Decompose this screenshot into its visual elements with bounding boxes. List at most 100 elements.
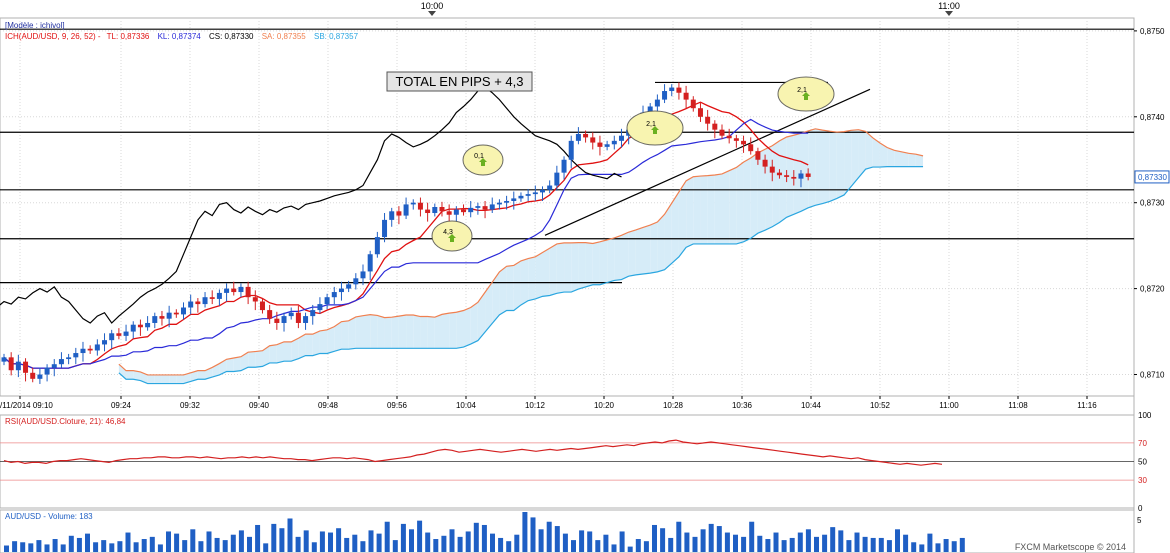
candle-body: [425, 209, 431, 214]
cloud-segment: [700, 175, 708, 244]
cloud-segment: [377, 315, 385, 349]
signal-label: 2,1: [797, 87, 807, 94]
y-tick-label: 0,8740: [1140, 113, 1165, 122]
candle-body: [669, 87, 675, 92]
volume-bar: [93, 542, 99, 552]
x-tick-label: 12/11/2014 09:10: [0, 401, 53, 410]
candle-body: [504, 200, 510, 203]
support-resistance-lines: [0, 28, 1134, 284]
cloud-segment: [312, 330, 320, 356]
volume-bar: [724, 532, 730, 552]
rsi-tick-label: 30: [1138, 476, 1147, 485]
candle-body: [102, 340, 108, 345]
cloud-segment: [492, 271, 500, 324]
candle-body: [403, 204, 409, 216]
candle-body: [755, 151, 761, 160]
cloud-segment: [197, 370, 206, 380]
cloud-segment: [836, 131, 845, 199]
volume-bar: [85, 533, 90, 552]
cloud-segment: [678, 180, 687, 257]
volume-bar: [805, 529, 811, 552]
cloud-segment: [133, 370, 141, 381]
cloud-segment: [851, 129, 859, 187]
cloud-segment: [485, 282, 493, 332]
candle-body: [662, 91, 668, 100]
volume-bar: [919, 544, 925, 552]
volume-bar: [376, 533, 382, 552]
volume-bar: [279, 528, 285, 552]
volume-bar: [927, 533, 933, 552]
volume-bar: [182, 540, 188, 552]
cloud-segment: [786, 135, 794, 218]
cloud-segment: [291, 338, 299, 362]
candle-body: [295, 312, 301, 323]
candle-body: [547, 185, 553, 190]
candle-body: [231, 288, 237, 293]
rsi-axis: 100 70 50 30 0: [1138, 411, 1152, 513]
x-tick-label: 10:04: [456, 401, 477, 410]
signal-label: 0,1: [474, 153, 484, 160]
volume-bar: [109, 543, 115, 552]
ichimoku-cloud: [118, 128, 924, 384]
candle-body: [590, 137, 596, 143]
rsi-indicator: RSI(AUD/USD.Cloture, 21): 46,84: [0, 417, 1134, 481]
volume-bar: [190, 529, 196, 552]
time-header: 10:00 11:00: [421, 1, 960, 16]
candle-body: [461, 209, 467, 213]
candle-body: [496, 202, 502, 205]
cloud-segment: [154, 374, 162, 384]
volume-bar: [700, 529, 706, 552]
candle-body: [30, 372, 36, 379]
cloud-segment: [772, 140, 780, 227]
volume-bar: [457, 536, 463, 552]
senkou-b-line: [118, 166, 924, 385]
candle-body: [468, 207, 474, 213]
candle-body: [697, 108, 703, 117]
rsi-label: RSI(AUD/USD.Cloture, 21): 46,84: [5, 417, 126, 426]
candle-body: [791, 176, 797, 179]
volume-bar: [392, 540, 398, 552]
candle-body: [288, 312, 294, 317]
cloud-segment: [413, 315, 421, 349]
candle-body: [338, 288, 344, 293]
volume-bar: [749, 521, 755, 552]
cloud-segment: [276, 341, 285, 363]
cloud-segment: [815, 128, 823, 206]
volume-bar: [141, 539, 147, 552]
signal-label: 2,1: [646, 121, 656, 128]
cloud-segment: [255, 350, 263, 368]
candle-body: [87, 348, 93, 351]
rsi-line: [3, 439, 943, 466]
volume-bar: [886, 540, 892, 552]
candle-body: [317, 304, 323, 311]
volume-bar: [684, 532, 690, 552]
ich-prefix: ICH(AUD/USD, 9, 26, 52) -: [5, 32, 101, 41]
volume-bar: [368, 530, 374, 552]
cloud-segment: [434, 314, 442, 349]
candle-body: [676, 87, 682, 93]
candlesticks: [1, 82, 811, 384]
x-tick-label: 10:20: [594, 401, 615, 410]
cloud-segment: [808, 128, 816, 208]
candle-body: [51, 364, 57, 368]
watermark: FXCM Marketscope © 2014: [1015, 542, 1126, 552]
cloud-segment: [427, 316, 435, 349]
trade-signals: 4,3 0,1 2,1 2,1: [431, 76, 835, 252]
volume-bar: [838, 530, 844, 552]
candle-body: [73, 353, 79, 358]
x-tick-label: 11:08: [1008, 401, 1028, 410]
cloud-segment: [298, 334, 306, 359]
candle-body: [353, 278, 359, 285]
kl-value: KL: 0,87374: [158, 32, 202, 41]
cloud-segment: [664, 203, 672, 270]
cloud-segment: [592, 241, 600, 285]
candle-body: [109, 333, 115, 341]
volume-bar: [757, 535, 763, 552]
volume-bar: [660, 528, 666, 552]
volume-bar: [878, 537, 884, 552]
cloud-segment: [233, 356, 241, 372]
volume-bar: [943, 539, 949, 552]
cloud-segment: [327, 326, 335, 354]
cloud-segment: [793, 133, 801, 215]
cloud-segment: [262, 345, 270, 367]
